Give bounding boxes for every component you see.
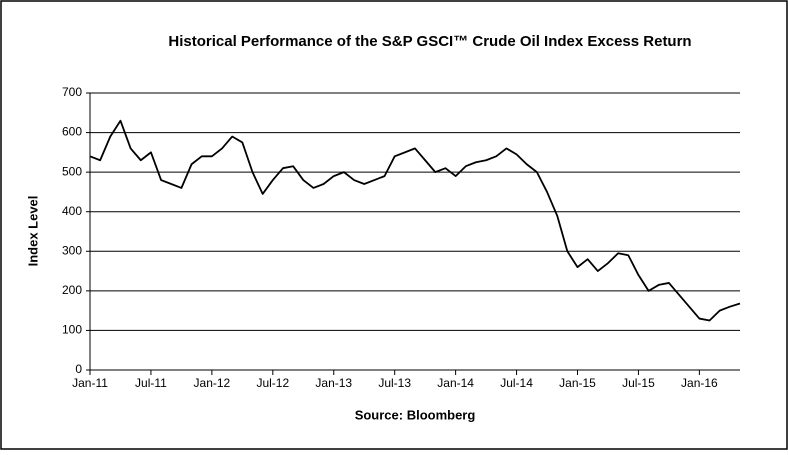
x-tick-label: Jan-15 <box>559 376 596 390</box>
x-tick-label: Jul-13 <box>378 376 411 390</box>
y-tick-label: 0 <box>75 362 82 376</box>
y-tick-label: 700 <box>62 85 82 99</box>
y-tick-label: 200 <box>62 283 82 297</box>
x-tick-label: Jul-14 <box>500 376 533 390</box>
x-tick-label: Jan-16 <box>681 376 718 390</box>
x-tick-label: Jul-12 <box>256 376 289 390</box>
y-tick-label: 100 <box>62 323 82 337</box>
x-tick-label: Jan-13 <box>315 376 352 390</box>
x-tick-label: Jan-11 <box>72 376 108 390</box>
y-axis-label: Index Level <box>25 196 40 267</box>
data-line <box>89 119 741 322</box>
y-tick-label: 600 <box>62 125 82 139</box>
x-axis-label: Source: Bloomberg <box>355 407 476 422</box>
y-tick-label: 300 <box>62 243 82 257</box>
x-tick-label: Jan-14 <box>437 376 474 390</box>
y-tick-label: 500 <box>62 164 82 178</box>
chart-title: Historical Performance of the S&P GSCI™ … <box>168 33 691 50</box>
x-tick-label: Jul-15 <box>622 376 655 390</box>
y-tick-label: 400 <box>62 204 82 218</box>
x-tick-label: Jul-11 <box>135 376 167 390</box>
x-tick-label: Jan-12 <box>194 376 231 390</box>
